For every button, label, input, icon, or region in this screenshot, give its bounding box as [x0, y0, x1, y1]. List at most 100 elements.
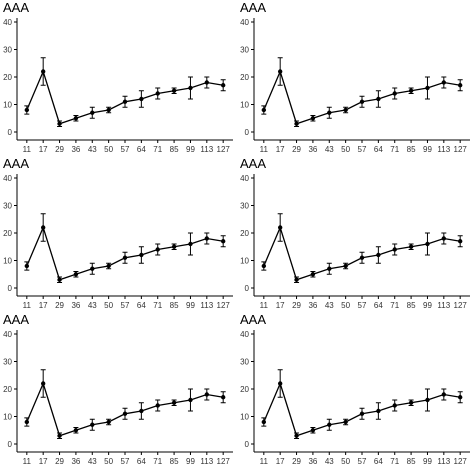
data-point	[261, 263, 267, 269]
data-point	[457, 395, 463, 400]
x-tick-label: 113	[437, 301, 450, 310]
y-tick-label: 20	[3, 385, 12, 394]
plot-area: 0 10 20 30 40 11 17 29 36 43 50 57 64 71 85 99 113 127	[3, 174, 233, 310]
data-point	[294, 277, 299, 282]
x-tick-label: 85	[170, 145, 179, 154]
plot-area: 0 10 20 30 40 11 17 29 36 43 50 57 64 71 85 99 113 127	[240, 174, 470, 310]
data-point	[392, 403, 397, 408]
x-tick-label: 17	[39, 457, 48, 466]
x-tick-label: 71	[153, 457, 162, 466]
data-point	[294, 121, 299, 126]
data-point	[392, 91, 397, 96]
x-tick-label: 17	[39, 301, 48, 310]
plot-area: 0 10 20 30 40 11 17 29 36 43 50 57 64 71 85 99 113 127	[3, 330, 233, 466]
y-tick-label: 10	[240, 101, 249, 110]
y-tick-label: 20	[240, 73, 249, 82]
data-point	[171, 88, 177, 93]
y-tick-label: 20	[3, 73, 12, 82]
chart-title: AAA	[3, 156, 30, 171]
x-tick-label: 99	[423, 301, 432, 310]
y-tick-label: 20	[3, 229, 12, 238]
data-point	[122, 255, 128, 260]
data-point	[139, 96, 144, 102]
x-tick-label: 71	[153, 301, 162, 310]
data-point	[204, 392, 210, 397]
data-point	[57, 121, 62, 126]
data-point	[188, 85, 193, 91]
data-point	[425, 397, 430, 403]
x-tick-label: 50	[104, 301, 113, 310]
data-point	[24, 419, 30, 425]
y-tick-label: 10	[3, 257, 12, 266]
data-point	[155, 247, 160, 252]
x-tick-label: 36	[308, 457, 317, 466]
data-point	[171, 400, 177, 405]
x-tick-label: 64	[137, 301, 146, 310]
data-point	[106, 419, 111, 425]
data-point	[327, 266, 332, 271]
x-tick-label: 43	[88, 301, 97, 310]
plot-area: 0 10 20 30 40 11 17 29 36 43 50 57 64 71 85 99 113 127	[240, 18, 470, 154]
data-point	[310, 428, 316, 433]
data-point	[441, 392, 447, 397]
data-point	[376, 252, 381, 258]
x-tick-label: 43	[325, 457, 334, 466]
data-point	[359, 99, 365, 104]
x-tick-label: 29	[292, 457, 301, 466]
y-tick-label: 30	[3, 202, 12, 211]
x-tick-label: 36	[308, 145, 317, 154]
data-point	[261, 419, 267, 425]
x-tick-label: 50	[341, 301, 350, 310]
data-point	[277, 69, 283, 74]
chart-panel-6: AAA 0 10 20 30 40 11 17 29 36 43 50 57 64 71 85 99 113 12…	[237, 312, 474, 470]
x-tick-label: 43	[325, 301, 334, 310]
data-point	[457, 83, 463, 88]
y-tick-label: 0	[8, 440, 13, 449]
x-tick-label: 127	[454, 457, 468, 466]
y-tick-label: 30	[240, 358, 249, 367]
data-point	[261, 107, 267, 113]
x-tick-label: 17	[39, 145, 48, 154]
data-point	[425, 85, 430, 91]
x-tick-label: 29	[55, 145, 64, 154]
x-tick-label: 50	[104, 457, 113, 466]
data-point	[106, 107, 111, 113]
x-tick-label: 11	[260, 457, 269, 466]
data-point	[188, 241, 193, 247]
x-tick-label: 85	[170, 457, 179, 466]
data-point	[122, 411, 128, 416]
x-tick-label: 85	[407, 301, 416, 310]
y-tick-label: 40	[3, 330, 12, 339]
y-tick-label: 40	[240, 18, 249, 27]
data-point	[327, 110, 332, 115]
data-point	[40, 225, 46, 230]
y-tick-label: 0	[245, 440, 250, 449]
x-tick-label: 99	[186, 145, 195, 154]
y-tick-label: 30	[240, 202, 249, 211]
x-tick-label: 99	[423, 145, 432, 154]
data-point	[359, 255, 365, 260]
chart-panel-3: AAA 0 10 20 30 40 11 17 29 36 43 50 57 64 71 85 99 113 12…	[0, 156, 237, 314]
x-tick-label: 57	[121, 301, 130, 310]
x-tick-label: 71	[153, 145, 162, 154]
y-tick-label: 40	[240, 330, 249, 339]
data-point	[90, 266, 95, 271]
data-point	[359, 411, 365, 416]
x-tick-label: 113	[200, 457, 213, 466]
x-tick-label: 57	[358, 145, 367, 154]
y-tick-label: 0	[245, 284, 250, 293]
x-tick-label: 127	[454, 301, 468, 310]
data-point	[425, 241, 430, 247]
x-tick-label: 99	[423, 457, 432, 466]
y-tick-label: 40	[240, 174, 249, 183]
data-point	[155, 91, 160, 96]
x-tick-label: 64	[374, 145, 383, 154]
chart-title: AAA	[240, 156, 267, 171]
x-tick-label: 36	[71, 145, 80, 154]
x-tick-label: 36	[71, 457, 80, 466]
x-tick-label: 43	[88, 457, 97, 466]
data-point	[220, 395, 226, 400]
chart-panel-4: AAA 0 10 20 30 40 11 17 29 36 43 50 57 64 71 85 99 113 12…	[237, 156, 474, 314]
data-point	[220, 83, 226, 88]
